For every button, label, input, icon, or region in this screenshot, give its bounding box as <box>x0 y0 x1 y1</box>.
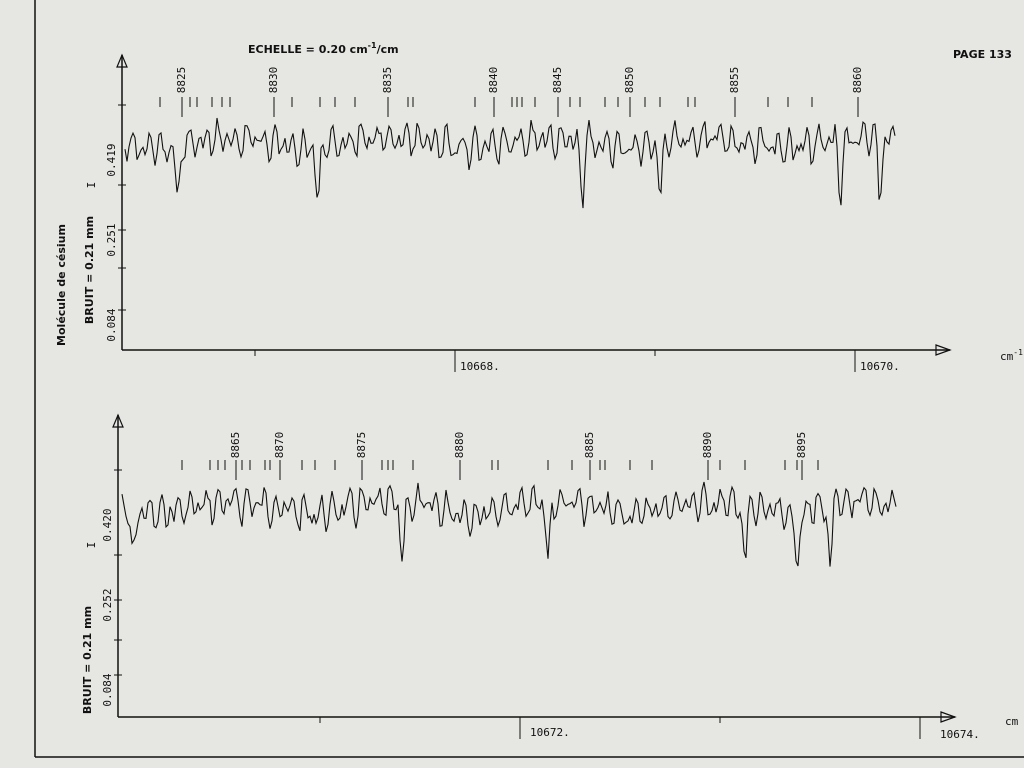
y-label: 0.251 <box>105 223 118 256</box>
noise-label: BRUIT = 0.21 mm <box>81 606 94 714</box>
line-number: 8835 <box>381 67 394 94</box>
noise-label: BRUIT = 0.21 mm <box>83 216 96 324</box>
line-number: 8895 <box>795 432 808 459</box>
scale-text: ECHELLE = 0.20 cm <box>248 43 368 56</box>
line-number: 8865 <box>229 432 242 459</box>
y-label: 0.252 <box>101 588 114 621</box>
line-number: 8860 <box>851 67 864 94</box>
line-number: 8840 <box>487 67 500 94</box>
x-label: 10670. <box>860 360 900 373</box>
x-arrow <box>935 344 952 356</box>
y-label: 0.084 <box>105 308 118 341</box>
line-number: 8890 <box>701 432 714 459</box>
x-label: 10672. <box>530 726 570 739</box>
scale-note: ECHELLE = 0.20 cm-1/cm <box>248 41 399 57</box>
intensity-symbol: I <box>85 182 98 189</box>
unit-label: cm-1 <box>1000 348 1023 364</box>
line-number: 8845 <box>551 67 564 94</box>
line-number: 8825 <box>175 67 188 94</box>
scale-exp: -1 <box>368 41 377 50</box>
unit-label: cm <box>1005 715 1019 728</box>
y-arrow <box>112 413 124 428</box>
x-label: 10674. <box>940 728 980 741</box>
line-number: 8855 <box>728 67 741 94</box>
spectrum-trace <box>124 117 896 209</box>
unit-part: -1 <box>1013 348 1023 357</box>
x-arrow <box>940 711 957 723</box>
unit-part: cm <box>1000 350 1014 363</box>
line-number: 8875 <box>355 432 368 459</box>
scale-text: /cm <box>377 43 399 56</box>
line-number: 8885 <box>583 432 596 459</box>
unit-part: cm <box>1005 715 1019 728</box>
spectrum-trace <box>121 481 897 567</box>
x-label: 10668. <box>460 360 500 373</box>
line-number: 8880 <box>453 432 466 459</box>
line-number: 8850 <box>623 67 636 94</box>
line-number: 8830 <box>267 67 280 94</box>
line-number: 8870 <box>273 432 286 459</box>
y-label: 0.084 <box>101 673 114 706</box>
page-number: PAGE 133 <box>953 48 1012 61</box>
intensity-symbol: I <box>85 542 98 549</box>
y-arrow <box>116 53 128 68</box>
y-label: 0.419 <box>105 143 118 176</box>
molecule-label: Molécule de césium <box>55 224 68 346</box>
y-label: 0.420 <box>101 508 114 541</box>
